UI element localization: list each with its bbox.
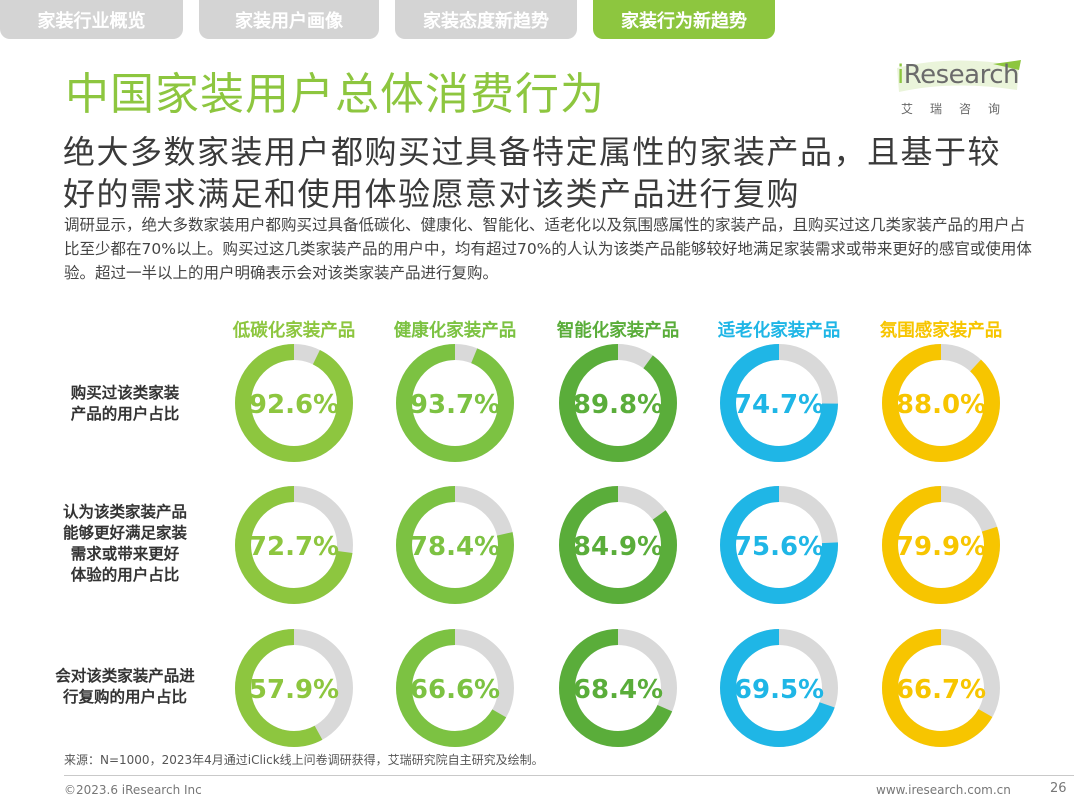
logo-swoosh-icon <box>897 60 1021 92</box>
tab-label: 家装态度新趋势 <box>423 10 549 32</box>
tab-industry-overview[interactable]: 家装行业概览 <box>0 0 183 39</box>
donut-arc <box>720 486 838 604</box>
tab-label: 家装行为新趋势 <box>621 10 747 32</box>
tab-attitude-trends[interactable]: 家装态度新趋势 <box>395 0 577 39</box>
column-header-low-carbon: 低碳化家装产品 <box>232 321 356 341</box>
page-title: 中国家装用户总体消费行为 <box>65 69 605 120</box>
donut-value-label: 57.9% <box>249 675 339 705</box>
row-label-satisfied: 认为该类家装产品 能够更好满足家装 需求或带来更好 体验的用户占比 <box>40 502 210 586</box>
tab-behavior-trends[interactable]: 家装行为新趋势 <box>593 0 775 39</box>
donut-value-label: 93.7% <box>410 390 500 420</box>
row-label-line: 能够更好满足家装 <box>62 524 187 542</box>
donut-value-label: 69.5% <box>734 675 824 705</box>
row-label-line: 购买过该类家装 <box>70 384 180 402</box>
donut-arc <box>235 629 353 747</box>
donut-arc <box>396 486 514 604</box>
donut-arc <box>235 486 353 604</box>
donut-arc <box>396 344 514 462</box>
donut-arc <box>559 629 677 747</box>
row-label-line: 产品的用户占比 <box>70 405 180 423</box>
donut-value-label: 79.9% <box>896 532 986 562</box>
iresearch-logo: iResearch 艾瑞咨询 <box>893 60 1023 122</box>
donut-arc <box>720 629 838 747</box>
tab-label: 家装行业概览 <box>37 10 146 32</box>
donut-value-label: 88.0% <box>896 390 986 420</box>
column-header-ambiance: 氛围感家装产品 <box>879 321 1003 341</box>
logo-subtitle: 艾瑞咨询 <box>901 102 1018 116</box>
donut-value-label: 68.4% <box>573 675 663 705</box>
column-header-elderly-friendly: 适老化家装产品 <box>717 321 841 341</box>
donut-value-label: 66.7% <box>896 675 986 705</box>
donut-arc <box>720 344 838 462</box>
row-label-line: 会对该类家装产品进 <box>55 667 195 685</box>
donut-value-label: 84.9% <box>573 532 663 562</box>
footer-divider <box>64 775 1074 776</box>
donut-value-label: 74.7% <box>734 390 824 420</box>
website-url: www.iresearch.com.cn <box>876 783 1011 797</box>
tab-user-profile[interactable]: 家装用户画像 <box>199 0 379 39</box>
donut-value-label: 72.7% <box>249 532 339 562</box>
row-label-repurchase: 会对该类家装产品进 行复购的用户占比 <box>40 666 210 708</box>
donut-value-label: 66.6% <box>410 675 500 705</box>
donut-arc <box>882 629 1000 747</box>
row-label-line: 体验的用户占比 <box>70 566 180 584</box>
column-header-healthy: 健康化家装产品 <box>393 321 517 341</box>
donut-arc <box>396 629 514 747</box>
donut-value-label: 78.4% <box>410 532 500 562</box>
row-label-purchased: 购买过该类家装 产品的用户占比 <box>40 383 210 425</box>
donut-arc <box>559 486 677 604</box>
headline: 绝大多数家装用户都购买过具备特定属性的家装产品，且基于较好的需求满足和使用体验愿… <box>63 133 1002 213</box>
donut-arc <box>882 486 1000 604</box>
copyright: ©2023.6 iResearch Inc <box>64 783 202 797</box>
donut-value-label: 92.6% <box>249 390 339 420</box>
logo-wordmark: iResearch <box>897 60 1020 90</box>
row-label-line: 行复购的用户占比 <box>62 688 187 706</box>
donut-value-label: 75.6% <box>734 532 824 562</box>
tab-label: 家装用户画像 <box>235 10 343 32</box>
column-header-smart: 智能化家装产品 <box>556 321 680 341</box>
donut-value-label: 89.8% <box>573 390 663 420</box>
page-number: 26 <box>1050 781 1067 796</box>
source-note: 来源：N=1000，2023年4月通过iClick线上问卷调研获得，艾瑞研究院自… <box>64 753 544 767</box>
donut-arc <box>559 344 677 462</box>
donut-arc <box>235 344 353 462</box>
row-label-line: 认为该类家装产品 <box>62 503 187 521</box>
donut-arc <box>882 344 1000 462</box>
description: 调研显示，绝大多数家装用户都购买过具备低碳化、健康化、智能化、适老化以及氛围感属… <box>64 216 1032 282</box>
row-label-line: 需求或带来更好 <box>70 545 180 563</box>
